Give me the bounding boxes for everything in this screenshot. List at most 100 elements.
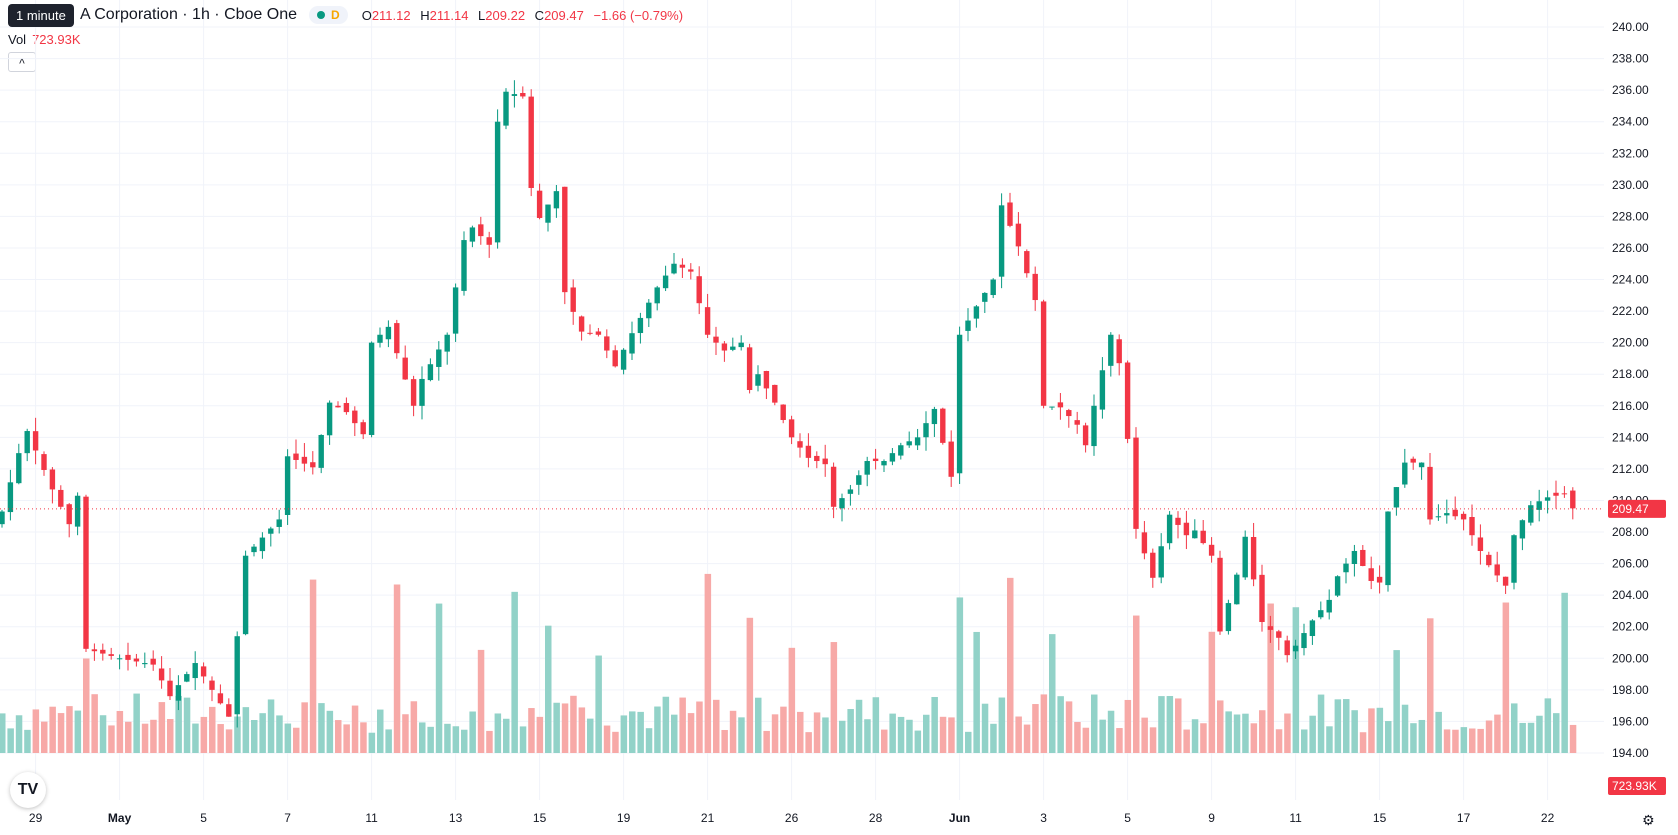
candle-body — [16, 453, 22, 484]
tradingview-logo-icon[interactable]: TV — [10, 772, 46, 808]
time-axis-label: 28 — [869, 811, 883, 825]
price-axis-label: 204.00 — [1612, 588, 1649, 602]
time-axis-label: 11 — [365, 811, 378, 825]
volume-bar — [1116, 728, 1123, 753]
candle-body — [604, 336, 610, 351]
volume-bar — [923, 714, 930, 753]
candle-body — [562, 186, 568, 293]
candle-body — [1292, 645, 1299, 652]
volume-bar — [990, 723, 997, 753]
market-open-dot-icon — [317, 11, 326, 19]
symbol-title[interactable]: A Corporation · 1h · Cboe One — [80, 6, 298, 23]
candle-body — [1242, 536, 1248, 578]
volume-bar — [427, 726, 434, 753]
volume-bar — [981, 703, 989, 753]
volume-bar — [973, 631, 980, 753]
candle-body — [948, 441, 954, 477]
volume-bar — [309, 579, 317, 753]
candle-body — [242, 555, 249, 635]
candle-body — [1091, 405, 1097, 447]
candle-body — [1368, 568, 1374, 581]
candle-body — [1133, 437, 1139, 529]
volume-bar — [881, 729, 888, 753]
volume-bar — [7, 728, 14, 753]
volume-bar — [360, 722, 367, 753]
price-axis-label: 240.00 — [1612, 20, 1649, 34]
volume-bar — [755, 697, 762, 753]
volume-bar — [671, 714, 678, 753]
candle-body — [1082, 425, 1089, 446]
price-axis-label: 238.00 — [1612, 52, 1649, 66]
volume-bar — [931, 696, 938, 753]
volume-bar — [839, 720, 846, 753]
volume-bar — [1301, 729, 1308, 753]
volume-bar — [1351, 710, 1358, 753]
candle-body — [100, 649, 106, 654]
volume-bar — [570, 695, 577, 753]
candle-body — [444, 334, 450, 352]
candle-body — [998, 205, 1005, 277]
volume-bar — [175, 695, 182, 753]
candle-body — [696, 276, 702, 304]
data-badge: D — [331, 8, 340, 22]
volume-bar — [1469, 728, 1476, 753]
last-volume-label: 723.93K — [1612, 779, 1657, 793]
candle-body — [394, 323, 400, 354]
candle-body — [814, 455, 820, 462]
volume-bar — [83, 658, 90, 753]
candle-body — [646, 302, 652, 319]
gear-icon[interactable]: ⚙ — [1642, 812, 1655, 828]
candle-body — [1444, 513, 1450, 516]
candle-body — [520, 92, 526, 97]
candle-body — [1217, 557, 1223, 632]
volume-bar — [1326, 726, 1333, 753]
volume-bar — [116, 710, 124, 753]
candle-body — [1032, 273, 1038, 301]
volume-bar — [1368, 708, 1375, 753]
market-status-pill[interactable]: D — [309, 6, 348, 24]
candle-body — [1318, 610, 1324, 618]
price-axis-label: 220.00 — [1612, 336, 1649, 350]
volume-bar — [1200, 723, 1207, 753]
price-axis-label: 232.00 — [1612, 146, 1649, 160]
collapse-legend-button[interactable]: ˄ — [8, 52, 36, 72]
volume-bar — [108, 725, 115, 753]
candle-body — [167, 680, 173, 697]
last-volume-tag — [1608, 777, 1666, 795]
candle-body — [662, 275, 669, 289]
candle-body — [612, 350, 618, 367]
candle-body — [1074, 420, 1080, 425]
candle-body — [1418, 462, 1425, 468]
candle-body — [511, 94, 518, 96]
volume-bar — [225, 729, 233, 753]
volume-bar — [872, 697, 880, 753]
candle-body — [158, 668, 165, 681]
candle-body — [150, 658, 156, 665]
candle-body — [587, 332, 593, 334]
candle-body — [704, 307, 711, 335]
price-axis-label: 226.00 — [1612, 241, 1649, 255]
volume-bar — [385, 729, 392, 753]
volume-bar — [906, 719, 913, 753]
candle-body — [436, 349, 442, 367]
candle-body — [1192, 530, 1198, 539]
volume-bar — [91, 694, 98, 753]
candle-body — [469, 227, 476, 242]
volume-bar — [183, 697, 191, 753]
volume-bar — [343, 724, 350, 753]
candle-body — [1049, 406, 1055, 408]
volume-bar — [57, 713, 65, 753]
volume-bar — [242, 707, 250, 753]
volume-bar — [41, 721, 48, 753]
candle-body — [1309, 620, 1316, 637]
time-axis-label: 5 — [1124, 811, 1131, 825]
volume-bar — [1317, 694, 1325, 753]
candle-body — [1267, 626, 1274, 630]
candle-body — [125, 654, 131, 660]
candle-body — [553, 191, 560, 209]
candle-body — [1494, 564, 1500, 576]
candle-body — [1040, 301, 1047, 406]
price-axis-label: 196.00 — [1612, 714, 1649, 728]
volume-bar — [1267, 603, 1274, 753]
